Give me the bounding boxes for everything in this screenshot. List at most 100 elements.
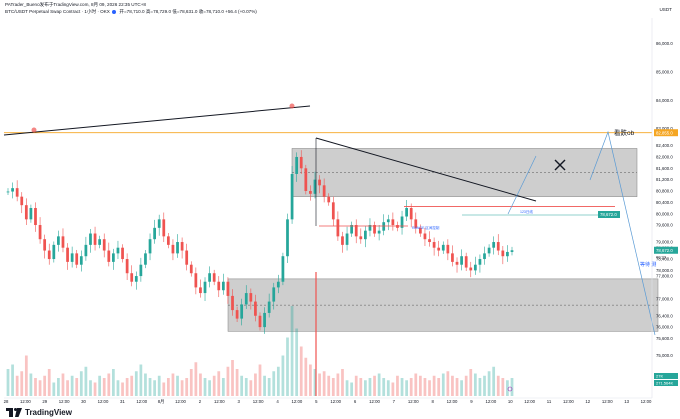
volume-bar [364, 380, 367, 396]
volume-bar [336, 373, 340, 396]
event-marker-icon [507, 386, 513, 392]
volume-bar [61, 373, 65, 396]
x-tick-label: 7 [393, 399, 396, 404]
candle-body [61, 236, 65, 248]
y-tick-label: 81,200.0 [656, 177, 673, 182]
y-tick-label: 82,000.0 [656, 155, 673, 160]
candle-body [112, 253, 115, 262]
candle-body [272, 287, 276, 302]
volume-bar [418, 375, 422, 396]
target-tag: 78,672.0 [600, 212, 617, 217]
volume-bar [139, 364, 143, 396]
tradingview-logo[interactable]: TradingView [6, 406, 72, 418]
volume-bar [492, 366, 496, 396]
volume-bar [414, 373, 418, 396]
volume-bar [116, 380, 120, 396]
x-tick-label: 12:00 [447, 399, 458, 404]
x-tick-label: 8月 [158, 399, 165, 405]
candle-body [446, 244, 450, 254]
volume-bar [208, 380, 211, 396]
candle-body [281, 256, 285, 282]
volume-bar [487, 371, 491, 396]
candle-body [391, 219, 395, 226]
candle-body [166, 236, 170, 245]
volume-bar [276, 366, 280, 396]
volume-bar [377, 373, 381, 396]
candle-body [244, 293, 248, 305]
volume-bar [125, 378, 129, 396]
candle-body [469, 267, 473, 271]
volume-bar [24, 355, 28, 396]
candle-body [409, 208, 413, 220]
candle-body [386, 219, 390, 223]
x-tick-label: 11 [547, 399, 552, 404]
currency-label: USDT [659, 7, 672, 12]
candle-body [455, 261, 459, 265]
candle-body [382, 222, 386, 231]
y-tick-label: 78,000.0 [656, 268, 673, 273]
volume-bar [331, 378, 335, 396]
volume-bar [43, 375, 47, 396]
y-tick-label: 83,000.0 [656, 126, 673, 131]
y-tick-label: 86,000.0 [656, 41, 673, 46]
candle-body [75, 253, 79, 265]
candle-body [478, 259, 482, 265]
volume-bar [451, 375, 454, 396]
candle-body [276, 281, 280, 288]
volume-bar [240, 375, 244, 396]
candle-body [89, 233, 92, 245]
volume-bar [121, 382, 124, 396]
volume-bar [496, 375, 500, 396]
candle-body [11, 188, 14, 192]
volume-label: 27K [656, 374, 663, 379]
volume-bar [432, 375, 436, 396]
volume-bar [231, 360, 234, 396]
volume-bar [258, 364, 262, 396]
volume-bar [295, 328, 299, 396]
candle-body [359, 236, 363, 240]
volume-bar [254, 373, 257, 396]
candle-body [473, 264, 477, 271]
volume-bar [460, 380, 463, 396]
volume-bar [464, 375, 468, 396]
candle-body [38, 225, 42, 240]
volume-bar [148, 378, 152, 396]
volume-bar [359, 378, 363, 396]
volume-bar [11, 364, 14, 396]
volume-bar [217, 371, 221, 396]
x-tick-label: 12:00 [253, 399, 264, 404]
projection-path [589, 130, 656, 336]
volume-bar [98, 375, 102, 396]
volume-bar [263, 375, 266, 396]
x-tick-label: 28 [4, 399, 9, 404]
volume2-label-box [654, 380, 678, 386]
candle-body [437, 247, 441, 251]
volume-bar [6, 369, 10, 396]
candle-body [405, 208, 408, 217]
current-price-time: 00:23 [656, 254, 667, 259]
candle-body [189, 264, 193, 274]
candle-body [84, 244, 88, 257]
x-tick-label: 12:00 [369, 399, 380, 404]
zone-label: 看跌ob [614, 128, 635, 137]
x-tick-label: 12:00 [602, 399, 613, 404]
ohlc-values: 开=78,710.0 高=78,729.0 低=78,631.0 收=78,71… [119, 9, 257, 14]
x-tick-label: 13 [624, 399, 629, 404]
volume-bar [212, 375, 216, 396]
candle-body [180, 242, 184, 251]
x-tick-label: 31 [120, 399, 125, 404]
x-tick-label: 12:00 [98, 399, 109, 404]
volume-bar [102, 378, 106, 396]
candle-body [322, 185, 326, 197]
candle-body [304, 168, 308, 191]
descending-trendline [315, 137, 537, 202]
y-tick-label: 80,000.0 [656, 211, 673, 216]
x-tick-label: 12:00 [563, 399, 574, 404]
volume-bar [244, 378, 248, 396]
volume-bar [38, 380, 42, 396]
candle-body [226, 281, 230, 296]
volume-bar [322, 371, 326, 396]
y-tick-label: 77,000.0 [656, 296, 673, 301]
